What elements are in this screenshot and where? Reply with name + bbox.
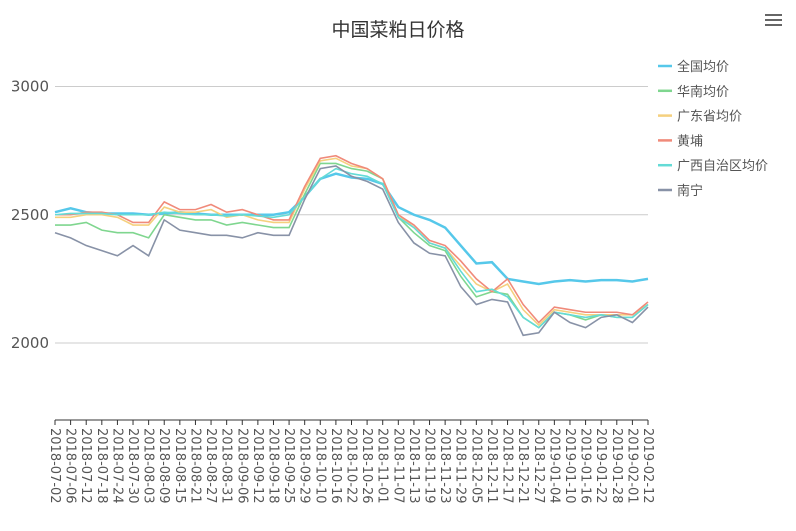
x-tick-label: 2018-08-21 [187,428,202,504]
x-tick-label: 2019-02-12 [640,428,655,504]
x-tick-label: 2018-09-18 [265,428,280,504]
x-tick-label: 2018-10-22 [344,428,359,504]
x-tick-label: 2019-02-01 [624,428,639,504]
legend-label: 华南均价 [677,84,729,100]
y-tick-label: 2000 [11,334,49,352]
x-tick-label: 2018-12-11 [484,428,499,504]
x-tick-label: 2018-08-15 [172,428,187,504]
line-series [54,165,649,337]
x-tick-label: 2018-11-23 [437,428,452,504]
x-tick-label: 2018-11-13 [406,428,421,504]
legend-label: 南宁 [677,183,703,199]
x-tick-label: 2018-08-09 [156,428,171,504]
chart-title: 中国菜粕日价格 [331,19,464,41]
x-tick-label: 2019-01-16 [578,428,593,504]
x-tick-label: 2018-07-30 [125,428,140,504]
menu-icon[interactable] [765,14,782,26]
y-tick-label: 2500 [11,206,49,224]
legend-label: 黄埔 [677,134,703,149]
x-tick-label: 2018-08-27 [203,428,218,504]
x-tick-label: 2018-10-10 [312,428,327,504]
x-tick-label: 2018-08-31 [219,428,234,504]
line-series [54,167,649,329]
legend-label: 全国均价 [677,59,729,75]
x-tick-label: 2018-09-25 [281,428,296,504]
x-tick-label: 2018-07-24 [109,428,124,504]
x-tick-label: 2018-08-03 [141,428,156,504]
x-tick-label: 2018-11-19 [422,428,437,504]
x-tick-label: 2018-10-26 [359,428,374,504]
legend-label: 广东省均价 [677,110,742,125]
x-tick-label: 2019-01-04 [546,428,561,504]
x-tick-label: 2018-07-12 [78,428,93,504]
x-tick-label: 2018-11-07 [390,428,405,504]
x-tick-label: 2018-07-18 [94,428,109,504]
x-tick-label: 2018-07-06 [63,428,78,504]
x-tick-label: 2018-10-16 [328,428,343,504]
x-tick-label: 2018-12-27 [531,428,546,504]
x-tick-label: 2019-01-10 [562,428,577,504]
x-tick-label: 2018-11-29 [453,428,468,504]
x-tick-label: 2018-07-02 [47,428,62,504]
x-tick-label: 2018-11-01 [375,428,390,504]
line-series [55,154,649,324]
line-series [55,162,649,329]
x-tick-label: 2019-01-28 [609,428,624,504]
x-tick-label: 2018-09-12 [250,428,265,504]
x-tick-label: 2018-12-05 [468,428,483,504]
legend-label: 广西自治区均价 [677,159,768,174]
line-series [55,157,649,327]
y-tick-label: 3000 [11,77,49,95]
line-series [54,172,649,286]
x-tick-label: 2018-12-17 [500,428,515,504]
x-tick-label: 2019-01-22 [593,428,608,504]
x-tick-label: 2018-12-21 [515,428,530,504]
x-tick-label: 2018-09-06 [234,428,249,504]
x-tick-label: 2018-09-29 [297,428,312,504]
